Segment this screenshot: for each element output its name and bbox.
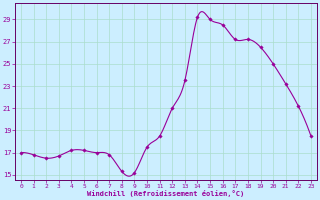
X-axis label: Windchill (Refroidissement éolien,°C): Windchill (Refroidissement éolien,°C) [87,190,244,197]
